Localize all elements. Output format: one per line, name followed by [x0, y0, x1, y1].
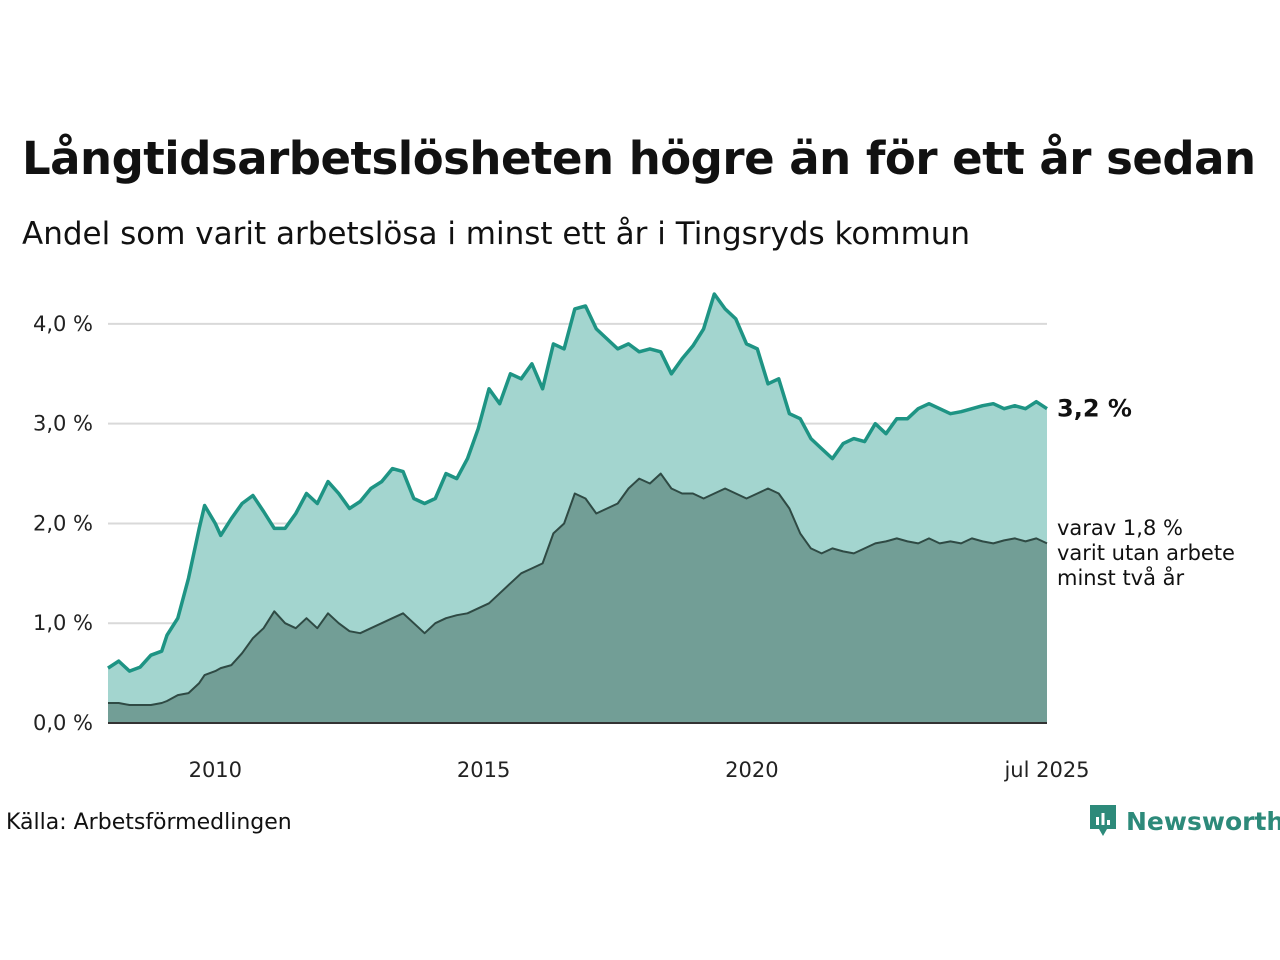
series-very-long-term-line	[108, 472, 1048, 706]
source-note: Källa: Arbetsförmedlingen	[6, 810, 292, 835]
y-tick-label-0: 0,0 %	[33, 711, 93, 735]
chart-subtitle: Andel som varit arbetslösa i minst ett å…	[22, 216, 971, 252]
y-tick-label-3: 3,0 %	[33, 412, 93, 436]
end-label-long-term: 3,2 %	[1057, 395, 1132, 423]
x-tick-label-3: jul 2025	[1003, 758, 1089, 782]
brand-name: Newsworthy	[1126, 806, 1280, 836]
chart-title: Långtidsarbetslösheten högre än för ett …	[22, 132, 1256, 185]
end-label-very-long-term-line-0: varav 1,8 %	[1057, 516, 1183, 540]
chart-areas	[107, 292, 1048, 723]
brand-logo: Newsworthy	[1088, 803, 1280, 839]
y-tick-label-4: 4,0 %	[33, 312, 93, 336]
series-very-long-term-area	[108, 473, 1047, 723]
x-tick-label-0: 2010	[189, 758, 242, 782]
axes: 0,0 % 1,0 % 2,0 % 3,0 % 4,0 % 2010 2015 2020 jul…	[33, 312, 1090, 782]
newsworthy-icon	[1090, 805, 1116, 836]
end-label-very-long-term-line-1: varit utan arbete	[1057, 541, 1235, 565]
end-label-very-long-term-line-2: minst två år	[1057, 565, 1185, 590]
x-tick-label-1: 2015	[457, 758, 510, 782]
y-tick-label-2: 2,0 %	[33, 511, 93, 535]
series-long-term-line	[107, 292, 1048, 673]
y-tick-label-1: 1,0 %	[33, 611, 93, 635]
x-tick-label-2: 2020	[725, 758, 778, 782]
